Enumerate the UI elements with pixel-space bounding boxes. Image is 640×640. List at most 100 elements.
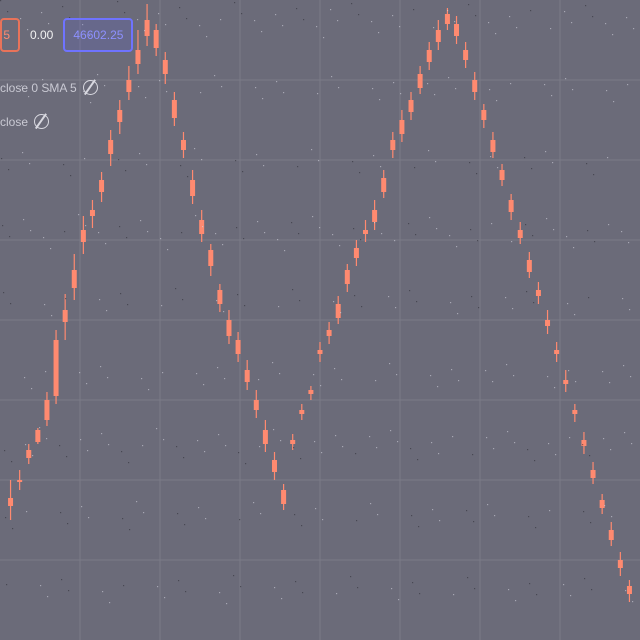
noise-dot [167, 249, 169, 251]
noise-dot [511, 241, 513, 243]
noise-dot [433, 27, 435, 29]
noise-dot [226, 603, 228, 605]
buy-button[interactable]: 46602.25 [63, 18, 134, 52]
noise-dot [297, 166, 299, 168]
noise-dot [69, 17, 71, 19]
noise-dot [359, 172, 361, 174]
noise-dot [32, 455, 34, 457]
noise-dot [490, 156, 492, 158]
noise-dot [333, 301, 335, 303]
noise-dot [527, 449, 529, 451]
candle-body-bearish [108, 140, 114, 154]
noise-dot [573, 247, 575, 249]
noise-dot [341, 379, 343, 381]
noise-dot [352, 161, 354, 163]
noise-dot [318, 160, 320, 162]
noise-dot [218, 434, 220, 436]
noise-dot [25, 444, 27, 446]
noise-dot [279, 373, 281, 375]
noise-dot [486, 437, 488, 439]
noise-dot [533, 302, 535, 304]
noise-dot [340, 312, 342, 314]
noise-dot [316, 26, 318, 28]
noise-dot [120, 293, 122, 295]
noise-dot [416, 301, 418, 303]
noise-dot [24, 377, 26, 379]
noise-dot [206, 36, 208, 38]
noise-dot [196, 373, 198, 375]
noise-dot [621, 231, 623, 233]
visibility-off-icon[interactable] [34, 114, 50, 129]
noise-dot [515, 600, 517, 602]
candle-body-bearish [135, 50, 141, 64]
candle-body-bearish [26, 450, 32, 458]
candle-body-bearish [435, 30, 441, 42]
noise-dot [26, 511, 28, 513]
candle-body-bearish [80, 230, 86, 242]
noise-dot [330, 9, 332, 11]
noise-dot [508, 589, 510, 591]
noise-dot [48, 23, 50, 25]
noise-dot [375, 380, 377, 382]
noise-dot [70, 175, 72, 177]
noise-dot [312, 216, 314, 218]
noise-dot [437, 386, 439, 388]
noise-dot [453, 594, 455, 596]
noise-dot [613, 101, 615, 103]
candle-body-bearish [244, 370, 250, 382]
noise-dot [90, 102, 92, 104]
noise-dot [550, 28, 552, 30]
noise-dot [471, 296, 473, 298]
candle-body-bearish [299, 410, 305, 414]
noise-dot [128, 462, 130, 464]
noise-dot [432, 509, 434, 511]
noise-dot [355, 453, 357, 455]
noise-dot [204, 451, 206, 453]
noise-dot [78, 214, 80, 216]
noise-dot [611, 516, 613, 518]
candle-body-bearish [281, 490, 287, 504]
noise-dot [322, 519, 324, 521]
order-toolbar: 5 0.00 46602.25 [0, 18, 134, 52]
visibility-off-icon[interactable] [82, 80, 98, 95]
noise-dot [62, 6, 64, 8]
sell-button[interactable]: 5 [0, 18, 20, 52]
noise-dot [555, 454, 557, 456]
noise-dot [81, 506, 83, 508]
noise-dot [354, 295, 356, 297]
noise-dot [239, 519, 241, 521]
candle-body-bearish [554, 350, 560, 354]
candle-body-bearish [617, 560, 623, 568]
noise-dot [9, 236, 11, 238]
candle-body-bearish [8, 498, 14, 506]
noise-dot [236, 227, 238, 229]
noise-dot [528, 516, 530, 518]
noise-dot [175, 288, 177, 290]
noise-dot [454, 21, 456, 23]
noise-dot [417, 459, 419, 461]
noise-dot [356, 520, 358, 522]
noise-dot [109, 602, 111, 604]
noise-dot [493, 448, 495, 450]
candle-body-bearish [117, 110, 123, 122]
noise-dot [335, 435, 337, 437]
candle-body-bearish [508, 200, 514, 212]
noise-dot [281, 598, 283, 600]
noise-dot [84, 158, 86, 160]
noise-dot [524, 157, 526, 159]
noise-dot [157, 586, 159, 588]
candle-body-bearish [426, 50, 432, 62]
noise-dot [588, 297, 590, 299]
legend-close-label: close [0, 114, 29, 129]
noise-dot [512, 308, 514, 310]
candle-body-bearish [581, 440, 587, 446]
noise-dot [1, 158, 3, 160]
noise-dot [575, 381, 577, 383]
noise-dot [105, 243, 107, 245]
candle-body-bearish [53, 340, 59, 396]
candle-body-bearish [199, 220, 205, 234]
noise-dot [141, 378, 143, 380]
noise-dot [185, 591, 187, 593]
noise-dot [233, 575, 235, 577]
